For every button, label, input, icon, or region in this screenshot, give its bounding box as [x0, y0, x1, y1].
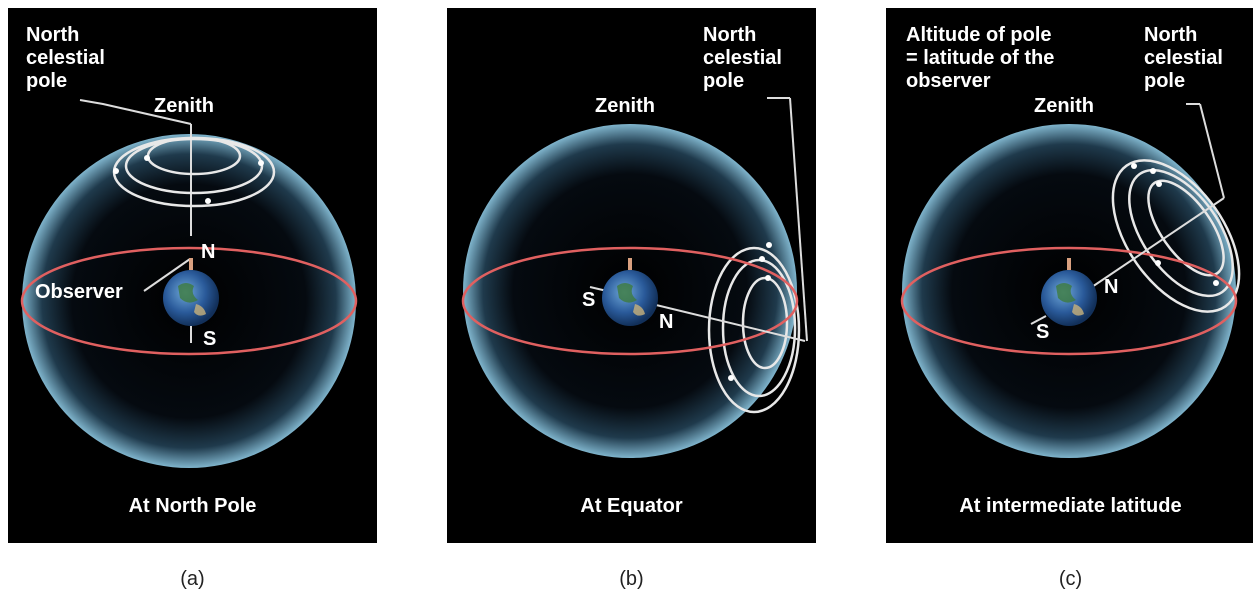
horizon-ellipse — [900, 246, 1238, 356]
star — [766, 242, 772, 248]
star — [1131, 163, 1137, 169]
ncp-label: North celestial pole — [703, 24, 782, 92]
north-label: N — [1104, 276, 1119, 298]
panel-title: At intermediate latitude — [959, 495, 1182, 517]
ncp-label: North celestial pole — [26, 24, 105, 92]
south-label: S — [1036, 321, 1050, 343]
panel-north-pole: North celestial pole Zenith N S Observer… — [8, 8, 377, 543]
horizon-ellipse — [461, 246, 799, 356]
panel-a-diagram — [20, 99, 358, 468]
caption-a: (a) — [180, 568, 205, 590]
observer-leader-line — [143, 258, 191, 292]
observer-figure — [1067, 258, 1071, 270]
star-trails — [112, 136, 276, 208]
north-label: N — [201, 241, 216, 263]
star — [144, 155, 150, 161]
zenith-label: Zenith — [1034, 95, 1094, 117]
star — [1150, 168, 1156, 174]
star — [765, 275, 771, 281]
s-axis-stub — [1030, 315, 1047, 325]
polar-axis — [651, 303, 806, 342]
polar-axis — [1085, 197, 1225, 292]
caption-c: (c) — [1058, 568, 1083, 590]
star — [728, 375, 734, 381]
north-label: N — [659, 311, 674, 333]
zenith-label: Zenith — [154, 95, 214, 117]
altitude-label: Altitude of pole = latitude of the obser… — [906, 24, 1055, 92]
south-label: S — [582, 289, 596, 311]
south-label: S — [203, 328, 217, 350]
star — [205, 198, 211, 204]
panel-c-diagram — [900, 103, 1241, 458]
star — [759, 256, 765, 262]
panel-title: At North Pole — [128, 495, 257, 517]
horizon-ellipse — [20, 246, 358, 356]
panel-equator: North celestial pole Zenith S N At Equat… — [447, 8, 816, 543]
star — [1156, 181, 1162, 187]
observer-figure — [628, 258, 632, 270]
caption-b: (b) — [619, 568, 644, 590]
zenith-label: Zenith — [595, 95, 655, 117]
ncp-leader-line — [789, 97, 808, 342]
panel-intermediate-latitude: Altitude of pole = latitude of the obser… — [886, 8, 1253, 543]
ncp-label: North celestial pole — [1144, 24, 1223, 92]
star — [258, 160, 264, 166]
ncp-leader-line — [79, 99, 192, 125]
panel-title: At Equator — [580, 495, 683, 517]
star — [1213, 280, 1219, 286]
star — [1155, 260, 1161, 266]
observer-figure — [189, 258, 193, 270]
observer-label: Observer — [35, 281, 123, 303]
star — [113, 168, 119, 174]
ncp-leader-line — [1199, 103, 1225, 199]
panel-b-diagram — [461, 97, 808, 458]
